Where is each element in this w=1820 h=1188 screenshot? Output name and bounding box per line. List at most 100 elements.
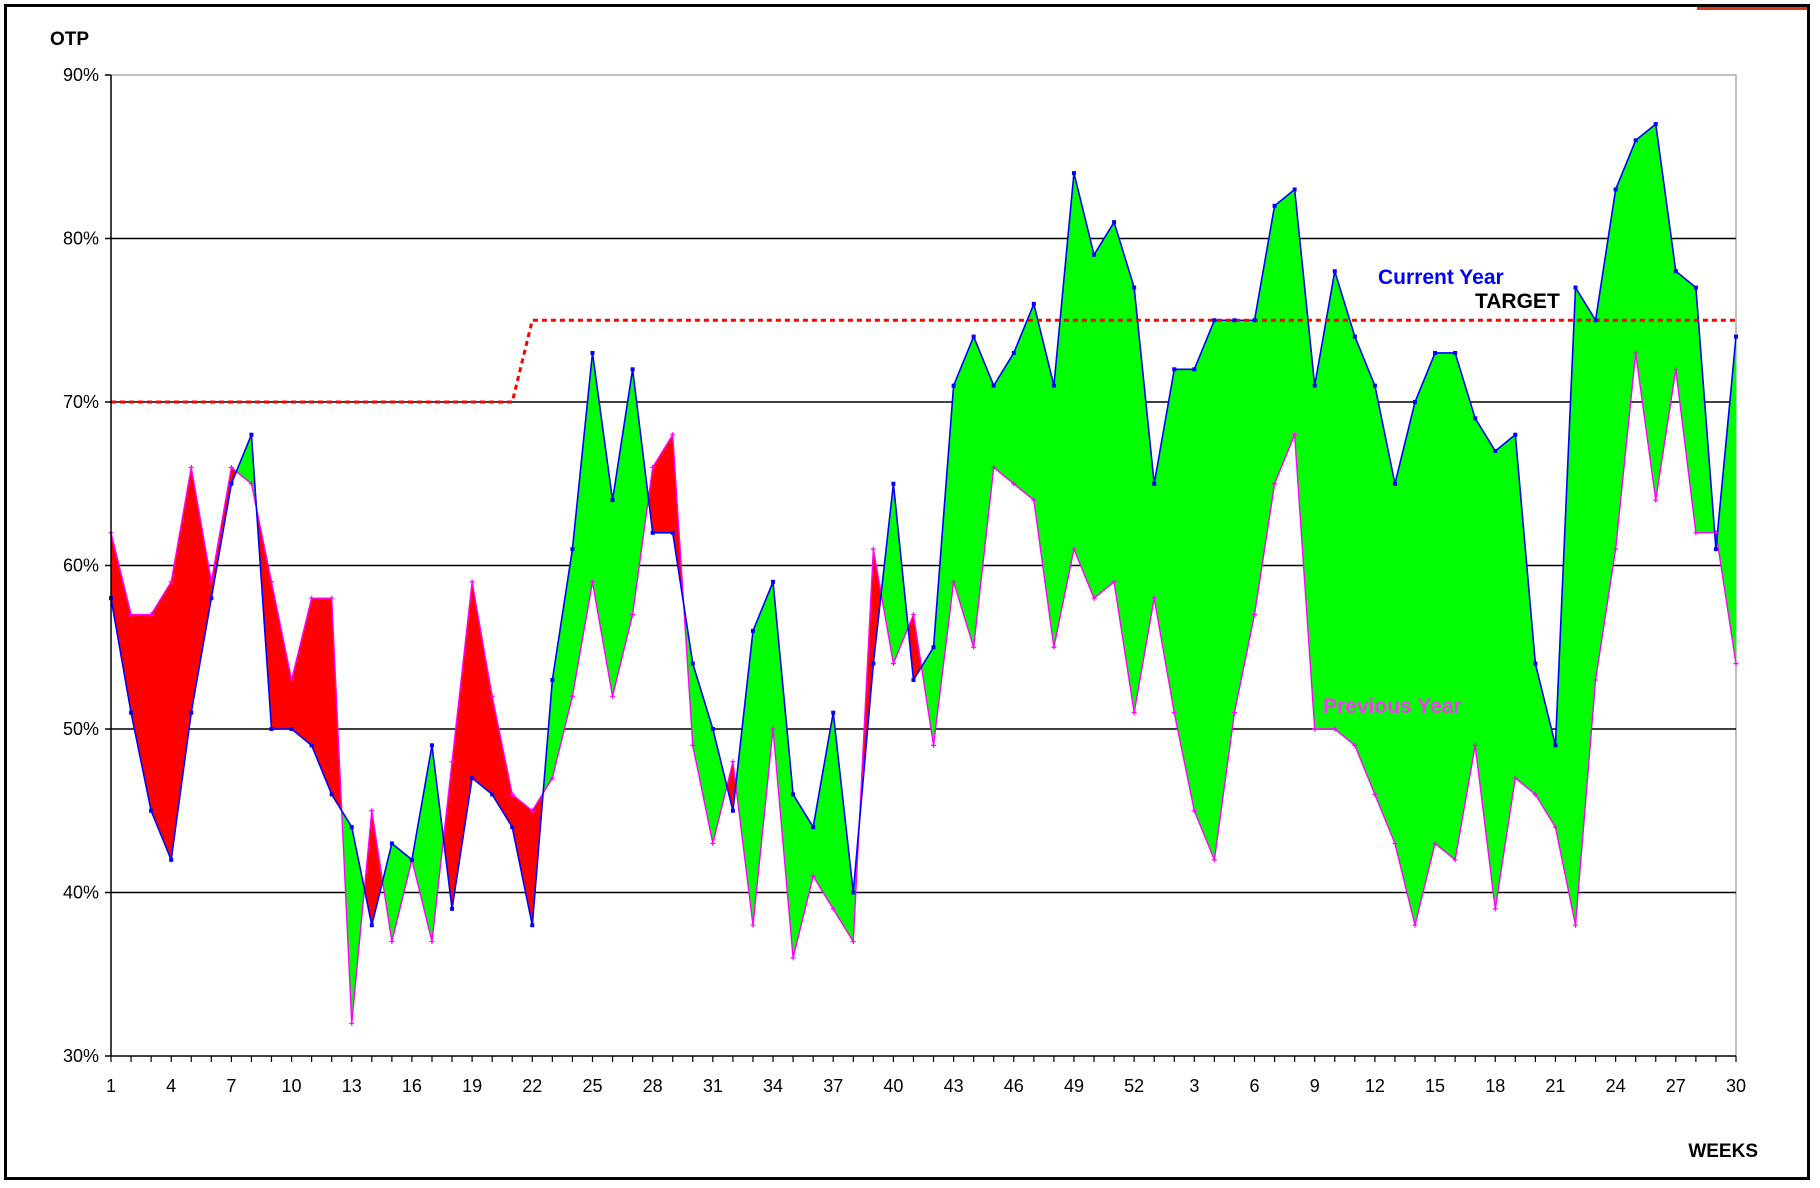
previous-year-point [369, 808, 375, 814]
current-year-point [1433, 350, 1438, 355]
loss-fill-segment [491, 696, 513, 829]
previous-year-line [110, 352, 1737, 1024]
current-year-point [1051, 383, 1056, 388]
current-year-point [771, 579, 776, 584]
previous-year-point [1633, 350, 1639, 356]
previous-year-point [1051, 644, 1057, 650]
current-year-point [1734, 334, 1738, 339]
gain-fill-segment [1334, 271, 1356, 746]
current-year-point [610, 498, 615, 503]
current-year-point [269, 727, 274, 731]
current-year-point [1673, 269, 1678, 274]
loss-fill-segment [443, 761, 453, 909]
previous-year-point [670, 432, 676, 438]
gain-fill-segment [1374, 385, 1396, 844]
gain-fill-segment [1294, 189, 1315, 730]
previous-year-point [1031, 497, 1037, 503]
x-tick-label: 43 [944, 1076, 964, 1096]
previous-year-point [1713, 530, 1719, 536]
y-tick-label-80: 80% [63, 229, 99, 249]
current-year-point [550, 677, 555, 682]
previous-year-point [850, 939, 856, 945]
gain-fill-segment [592, 352, 613, 697]
current-year-point [730, 808, 735, 813]
current-year-point [1372, 383, 1377, 388]
current-year-point [329, 792, 334, 797]
current-year-point [1553, 743, 1558, 748]
gain-fill-segment [1474, 417, 1496, 909]
current-year-point [1172, 367, 1177, 372]
current-year-point [1493, 449, 1498, 454]
previous-year-point [1131, 710, 1137, 716]
current-year-point [690, 661, 695, 666]
loss-fill-segment [291, 598, 312, 746]
current-year-point [871, 661, 876, 666]
current-year-point [1132, 285, 1137, 290]
current-year-point [1152, 481, 1157, 486]
gain-fill-segment [1073, 173, 1095, 599]
gain-fill-segment [1394, 401, 1416, 926]
x-axis-title: WEEKS [1688, 1141, 1758, 1162]
current-year-point [189, 710, 194, 715]
current-year-label: Current Year [1378, 266, 1504, 289]
loss-fill-segment [130, 614, 152, 811]
current-year-point [911, 677, 916, 682]
current-year-point [129, 710, 134, 715]
gain-fill-segment [692, 663, 714, 844]
current-year-point [1332, 269, 1337, 274]
x-tick-label: 4 [166, 1076, 176, 1096]
current-year-point [1713, 547, 1718, 552]
current-year-point [1011, 350, 1016, 355]
current-year-point [169, 857, 174, 862]
previous-year-point [931, 742, 937, 748]
gain-fill-segment [1173, 368, 1195, 811]
x-tick-label: 28 [643, 1076, 663, 1096]
gain-fill-segment [712, 728, 728, 844]
previous-year-point [991, 464, 997, 470]
previous-year-point [1472, 742, 1478, 748]
current-year-point [1352, 334, 1357, 339]
x-tick-label: 15 [1425, 1076, 1445, 1096]
previous-year-point [630, 612, 636, 618]
current-year-point [309, 743, 314, 748]
current-year-point [1453, 350, 1458, 355]
axes: 30%40%50%60%70%80%90%1 4 7 10 13 16 19 22 25 28 31… [63, 65, 1746, 1096]
current-year-point [831, 710, 836, 715]
gain-fill-segment [1194, 320, 1215, 860]
previous-year-point [650, 464, 656, 470]
previous-year-point [1432, 840, 1438, 846]
previous-year-point [1593, 677, 1599, 683]
previous-year-point [1352, 742, 1358, 748]
previous-year-point [1552, 824, 1558, 830]
previous-year-point [1211, 857, 1217, 863]
previous-year-point [710, 840, 716, 846]
current-year-point [289, 727, 294, 731]
current-year-point [429, 743, 434, 748]
x-tick-label: 31 [703, 1076, 723, 1096]
current-year-point [1071, 171, 1076, 176]
gain-fill-segment [1454, 352, 1476, 860]
previous-year-point [489, 693, 495, 699]
current-year-point [1212, 318, 1217, 323]
gain-fill-segment [1515, 434, 1536, 796]
x-tick-label: 40 [883, 1076, 903, 1096]
previous-year-point [1613, 546, 1619, 552]
current-year-point [1292, 187, 1297, 192]
current-year-point [1653, 122, 1658, 127]
x-tick-label: 19 [462, 1076, 482, 1096]
corner-accent [1697, 7, 1807, 10]
gain-fill-segment [735, 630, 754, 926]
current-year-point [490, 792, 495, 797]
target-line [111, 318, 1736, 404]
gain-fill-segment [993, 351, 1015, 485]
previous-year-point [770, 726, 776, 732]
gain-fill-segment [1615, 140, 1636, 550]
previous-year-point [830, 906, 836, 912]
current-year-point [450, 906, 455, 911]
current-year-point [369, 923, 374, 928]
y-tick-label-70: 70% [63, 392, 99, 412]
gain-fill-segment [792, 793, 814, 958]
x-tick-label: 6 [1250, 1076, 1260, 1096]
gain-fill-segment [632, 369, 649, 615]
previous-year-point [429, 939, 435, 945]
